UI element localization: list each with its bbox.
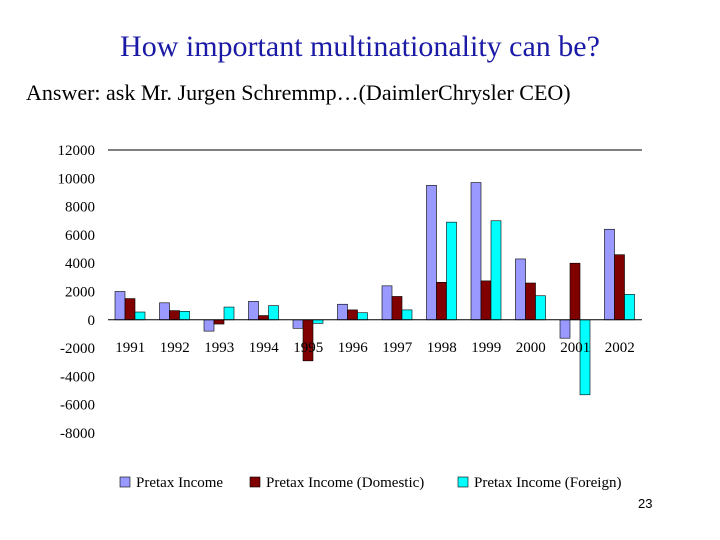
x-tick-label: 1995 — [293, 340, 323, 356]
bar-pretax-income-2002 — [604, 228, 615, 321]
legend-label: Pretax Income (Foreign) — [474, 475, 621, 491]
bar-pretax-income-foreign-2001 — [579, 319, 591, 396]
y-axis: 12000 10000 8000 6000 4000 2000 0 -2000 -4000 -60… — [58, 143, 96, 442]
bar-pretax-income-domestic-1999 — [480, 280, 492, 321]
y-tick-label: 2000 — [65, 285, 95, 301]
x-tick-label: 1997 — [382, 340, 413, 356]
bar-pretax-income-foreign-1996 — [357, 312, 368, 321]
bar-pretax-income-foreign-2000 — [535, 295, 546, 321]
x-tick-label: 1993 — [204, 340, 234, 356]
x-tick-label: 1996 — [338, 340, 369, 356]
page-number: 23 — [638, 496, 653, 511]
x-tick-label: 2001 — [560, 340, 590, 356]
x-tick-label: 1998 — [427, 340, 457, 356]
y-tick-label: 4000 — [65, 256, 95, 272]
bar-pretax-income-foreign-1995 — [312, 319, 324, 324]
bar-pretax-income-domestic-2000 — [525, 282, 536, 321]
bar-pretax-income-domestic-1991 — [124, 298, 136, 321]
x-tick-label: 1991 — [115, 340, 145, 356]
y-tick-label: -4000 — [60, 369, 95, 385]
bar-pretax-income-domestic-1996 — [347, 309, 358, 321]
bar-pretax-income-2001 — [559, 319, 571, 339]
bar-pretax-income-domestic-2001 — [569, 262, 581, 321]
bar-pretax-income-1994 — [248, 301, 259, 321]
bar-pretax-income-domestic-1997 — [391, 296, 403, 321]
y-tick-label: 0 — [88, 313, 96, 329]
slide-title: How important multinationality can be? — [120, 30, 600, 63]
legend-label: Pretax Income — [136, 475, 223, 491]
bar-pretax-income-1998 — [426, 185, 437, 321]
bar-pretax-income-foreign-1994 — [268, 305, 279, 321]
y-tick-label: 8000 — [65, 200, 95, 216]
legend-label: Pretax Income (Domestic) — [266, 475, 424, 491]
x-tick-label: 1992 — [160, 340, 190, 356]
y-tick-label: -2000 — [60, 341, 95, 357]
x-tick-label: 1994 — [249, 340, 280, 356]
legend-swatch — [249, 476, 261, 488]
x-tick-label: 1999 — [471, 340, 501, 356]
bar-pretax-income-1995 — [292, 319, 304, 329]
bar-pretax-income-1991 — [114, 291, 126, 321]
bar-pretax-income-1997 — [381, 285, 393, 321]
bar-pretax-income-foreign-1991 — [134, 311, 146, 321]
bar-pretax-income-foreign-1993 — [223, 306, 235, 321]
bar-pretax-income-foreign-2002 — [624, 294, 635, 321]
bar-pretax-income-1996 — [337, 303, 348, 321]
x-tick-label: 2002 — [605, 340, 635, 356]
bar-pretax-income-domestic-2002 — [614, 254, 625, 321]
legend: Pretax Income Pretax Income (Domestic) Pre… — [119, 475, 621, 491]
y-tick-label: 12000 — [58, 143, 96, 159]
bar-pretax-income-foreign-1992 — [179, 311, 190, 321]
y-tick-label: 6000 — [65, 228, 95, 244]
bar-pretax-income-domestic-1992 — [169, 310, 180, 321]
bar-pretax-income-foreign-1998 — [446, 221, 457, 321]
legend-swatch — [457, 476, 469, 488]
legend-swatch — [119, 476, 131, 488]
bar-pretax-income-1999 — [470, 182, 482, 321]
bar-pretax-income-domestic-1993 — [213, 319, 225, 325]
x-axis: 1991 1992 1993 1994 1995 1996 1997 1998 1999 2000… — [108, 319, 642, 356]
x-tick-label: 2000 — [516, 340, 546, 356]
bar-pretax-income-1992 — [159, 302, 170, 321]
bar-group — [114, 182, 635, 396]
bar-pretax-income-foreign-1999 — [490, 220, 502, 321]
y-tick-label: -6000 — [60, 398, 95, 414]
bar-pretax-income-domestic-1994 — [258, 315, 269, 321]
y-tick-label: 10000 — [58, 171, 96, 187]
bar-pretax-income-1993 — [203, 319, 215, 332]
y-tick-label: -8000 — [60, 426, 95, 442]
bar-pretax-income-foreign-1997 — [401, 309, 413, 321]
bar-pretax-income-domestic-1998 — [436, 282, 447, 321]
bar-pretax-income-2000 — [515, 258, 526, 321]
slide-subtitle: Answer: ask Mr. Jurgen Schremmp…(Daimler… — [26, 80, 571, 105]
